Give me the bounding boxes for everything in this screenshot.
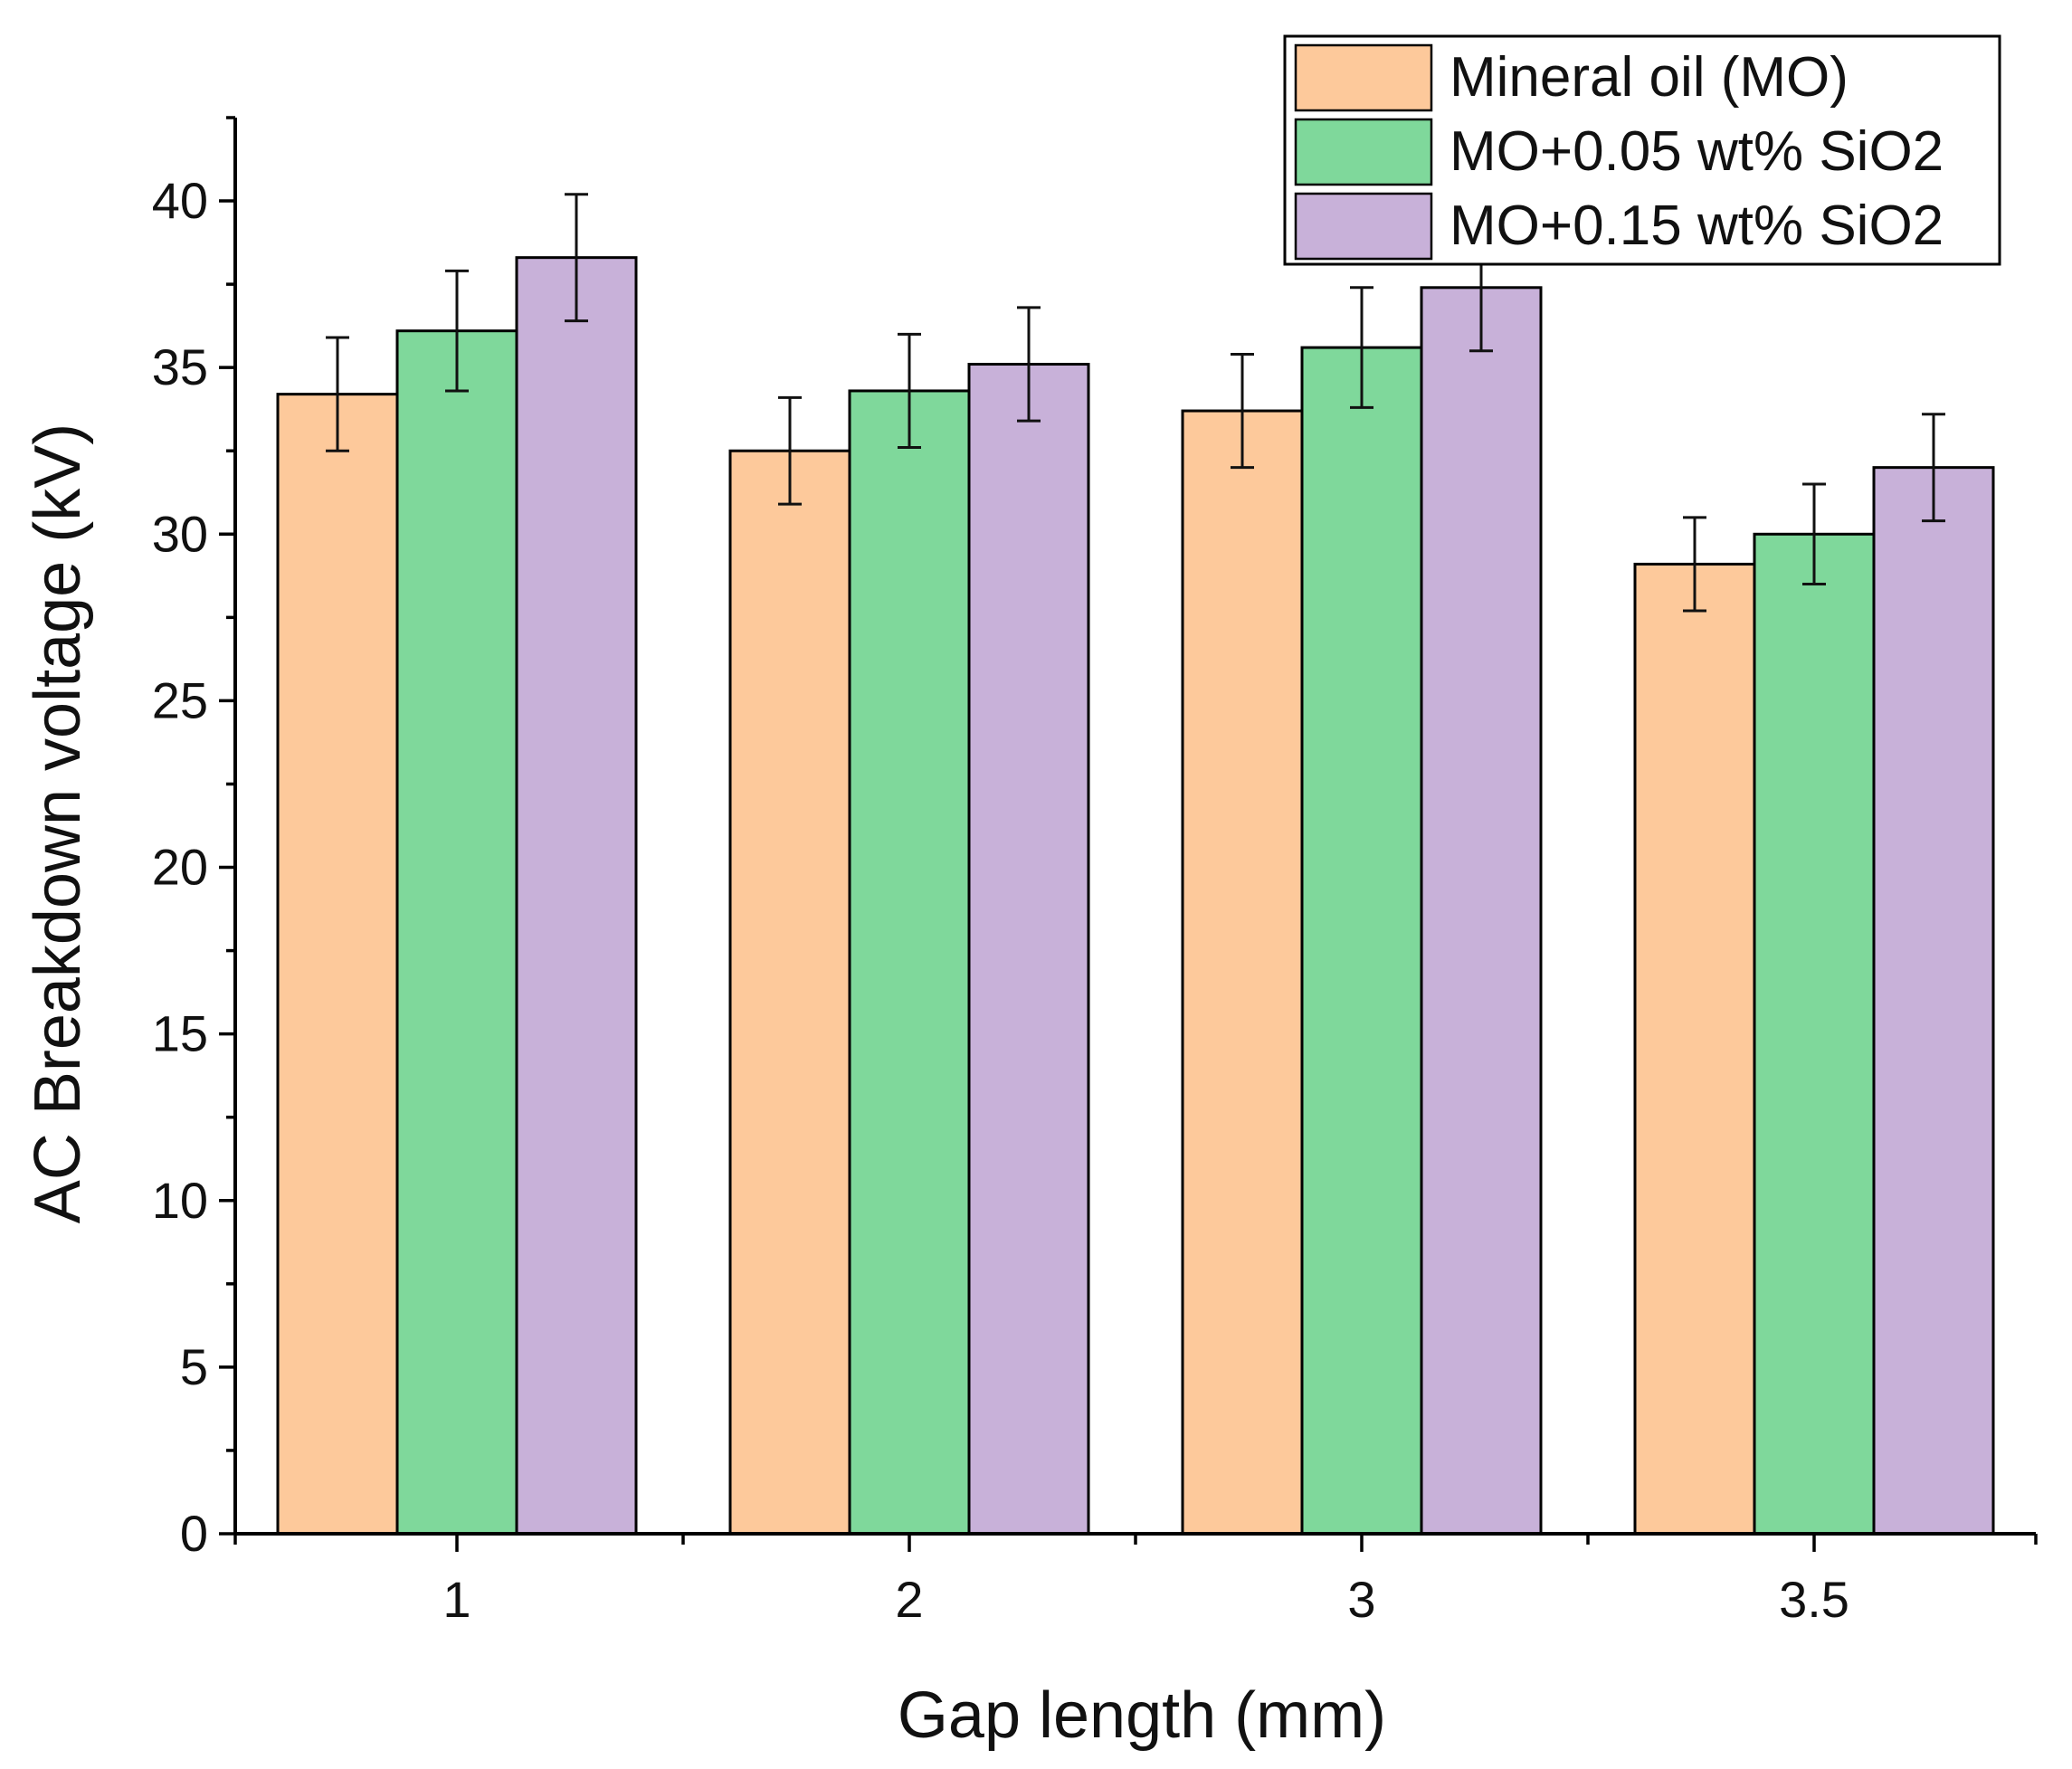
- x-tick-label: 1: [442, 1571, 470, 1628]
- error-bar-3-1: [1802, 482, 1826, 586]
- error-bar-1-1: [898, 332, 921, 450]
- legend: Mineral oil (MO) MO+0.05 wt% SiO2 MO+0.15 …: [1283, 34, 2001, 266]
- error-bar-0-1: [445, 269, 469, 393]
- error-bar-1-2: [1017, 306, 1041, 423]
- bar-2-1: [1300, 346, 1423, 1536]
- error-bar-2-0: [1231, 352, 1254, 470]
- y-tick-label: 35: [152, 338, 208, 395]
- y-tick-label: 10: [152, 1172, 208, 1229]
- legend-label-1: MO+0.05 wt% SiO2: [1449, 120, 1944, 183]
- error-bar-3-0: [1683, 516, 1706, 613]
- error-bar-2-1: [1350, 286, 1373, 409]
- error-bar-3-2: [1922, 413, 1945, 523]
- bar-3-1: [1753, 532, 1876, 1536]
- x-axis-title: Gap length (mm): [898, 1679, 1386, 1752]
- y-axis-title: AC Breakdown voltage (kV): [22, 423, 94, 1223]
- y-tick-label: 30: [152, 505, 208, 562]
- legend-swatch-0: [1294, 43, 1433, 112]
- bar-2-0: [1181, 409, 1304, 1536]
- bar-2-2: [1420, 286, 1543, 1536]
- x-tick-label: 3.5: [1779, 1571, 1849, 1628]
- error-bar-1-0: [778, 395, 802, 506]
- error-bar-0-0: [326, 336, 349, 452]
- legend-label-0: Mineral oil (MO): [1449, 46, 1849, 109]
- y-tick-label: 40: [152, 172, 208, 229]
- plot-area: 0 5 10 15 20 25 30 35 40 1 2 3 3.5: [152, 116, 2038, 1628]
- legend-label-2: MO+0.15 wt% SiO2: [1449, 195, 1944, 257]
- y-tick-label: 15: [152, 1005, 208, 1062]
- y-tick-label: 5: [180, 1338, 208, 1395]
- bar-1-1: [848, 389, 971, 1536]
- bar-0-0: [276, 393, 399, 1536]
- legend-swatch-1: [1294, 118, 1433, 186]
- bar-3-2: [1872, 466, 1995, 1536]
- y-tick-label: 20: [152, 839, 208, 896]
- x-tick-label: 2: [895, 1571, 923, 1628]
- bar-1-2: [967, 362, 1090, 1536]
- bar-1-0: [728, 449, 851, 1536]
- y-tick-label: 0: [180, 1505, 208, 1562]
- error-bar-0-2: [565, 193, 588, 323]
- y-tick-label: 25: [152, 671, 208, 728]
- legend-swatch-2: [1294, 192, 1433, 261]
- x-tick-label: 3: [1347, 1571, 1375, 1628]
- bar-0-1: [395, 329, 518, 1536]
- bar-0-2: [515, 256, 638, 1536]
- bar-3-0: [1633, 562, 1756, 1536]
